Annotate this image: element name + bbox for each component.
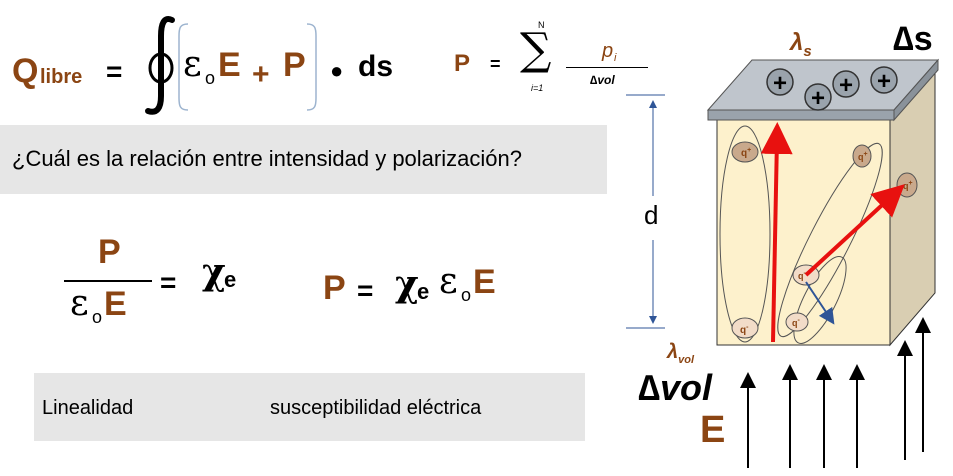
relation-p: P bbox=[323, 269, 346, 307]
sum-formula: P = N ∑ i=1 p i ∆vol bbox=[440, 10, 660, 100]
lambda-vol-label: λvol bbox=[666, 341, 695, 366]
q-minus-lower-middle: q- bbox=[785, 312, 809, 332]
gauss-formula: Q libre = ε o E + P ● ds bbox=[0, 0, 430, 120]
lambda-s-label: λs bbox=[788, 29, 812, 60]
q-plus-top-left: q+ bbox=[731, 141, 759, 163]
ratio-fraction-line bbox=[64, 280, 152, 282]
question-text: ¿Cuál es la relación entre intensidad y … bbox=[12, 146, 522, 171]
gauss-epsilon: ε bbox=[183, 44, 202, 85]
ratio-den-e: E bbox=[104, 285, 127, 323]
sum-fraction-line bbox=[566, 67, 648, 68]
relation-formula: P = χ e ε o E bbox=[315, 255, 535, 315]
delta-s-label: ∆s bbox=[893, 20, 933, 58]
sum-num-sub: i bbox=[614, 52, 617, 64]
gauss-e: E bbox=[218, 46, 241, 84]
svg-text:q-: q- bbox=[740, 324, 749, 336]
relation-eq: = bbox=[357, 275, 374, 306]
svg-text:+: + bbox=[839, 72, 853, 99]
svg-text:q+: q+ bbox=[858, 151, 868, 162]
dipole-arrow-blue bbox=[805, 281, 835, 325]
sum-p: P bbox=[454, 50, 471, 77]
svg-text:+: + bbox=[877, 68, 891, 95]
q-minus-bottom-left: q- bbox=[731, 317, 759, 339]
relation-e: E bbox=[473, 263, 496, 301]
right-bracket-icon bbox=[306, 23, 317, 111]
q-plus-upper-right: q+ bbox=[852, 144, 872, 168]
polarization-arrow-diagonal bbox=[804, 184, 905, 277]
susceptibilidad-label: susceptibilidad eléctrica bbox=[270, 397, 482, 419]
svg-text:q+: q+ bbox=[741, 147, 751, 159]
linealidad-label: Linealidad bbox=[42, 397, 134, 419]
ratio-chi: χ bbox=[202, 251, 226, 293]
dielectric-diagram: d + + + + λs ∆s q+ q- q+ q+ bbox=[626, 20, 940, 468]
relation-epsilon: ε bbox=[439, 261, 458, 302]
ratio-eq: = bbox=[160, 267, 177, 298]
ratio-formula: P ε o E = χ e bbox=[50, 225, 270, 345]
polarization-arrow-vertical bbox=[760, 122, 793, 343]
field-e-label: E bbox=[700, 409, 725, 451]
closed-integral-icon bbox=[145, 16, 175, 115]
labels-band bbox=[34, 373, 585, 441]
gauss-dot: ● bbox=[330, 58, 344, 83]
charge-plate-front bbox=[707, 109, 895, 121]
relation-epsilon-sub: o bbox=[461, 285, 472, 305]
svg-text:q-: q- bbox=[792, 317, 801, 328]
ratio-chi-sub: e bbox=[224, 267, 237, 292]
dipole-ellipse-diagonal-large bbox=[777, 142, 883, 338]
left-bracket-icon bbox=[178, 23, 189, 111]
svg-text:+: + bbox=[811, 85, 825, 112]
sum-sigma: ∑ bbox=[520, 24, 552, 75]
plus-charge-1: + bbox=[766, 68, 794, 97]
relation-chi: χ bbox=[395, 263, 419, 305]
sum-upper: N bbox=[538, 20, 545, 30]
delta-vol-label: ∆vol bbox=[638, 367, 713, 408]
gauss-eq: = bbox=[106, 56, 123, 87]
gauss-epsilon-sub: o bbox=[205, 68, 216, 88]
gauss-plus: + bbox=[252, 58, 270, 91]
d-label: d bbox=[644, 200, 658, 230]
ratio-den-epsilon: ε bbox=[70, 283, 89, 324]
gauss-q-sub: libre bbox=[40, 66, 83, 88]
ratio-num: P bbox=[98, 233, 121, 271]
gauss-q: Q bbox=[12, 52, 39, 90]
sum-num: p bbox=[602, 40, 614, 62]
ratio-den-sub: o bbox=[92, 307, 103, 327]
q-plus-arrow-tip: q+ bbox=[896, 172, 918, 198]
svg-text:q+: q+ bbox=[903, 180, 913, 191]
plus-charge-2: + bbox=[804, 83, 832, 112]
plus-charge-3: + bbox=[832, 70, 860, 99]
plus-charge-4: + bbox=[870, 66, 898, 95]
gauss-p: P bbox=[283, 46, 306, 84]
sum-den: ∆vol bbox=[590, 73, 615, 87]
charge-plate-side bbox=[893, 58, 939, 122]
gauss-ds: ds bbox=[358, 50, 394, 83]
question-band bbox=[0, 125, 607, 194]
relation-chi-sub: e bbox=[417, 279, 430, 304]
svg-text:+: + bbox=[773, 70, 787, 97]
sum-lower: i=1 bbox=[531, 83, 544, 93]
sum-eq: = bbox=[490, 54, 501, 74]
dipole-ellipse-vertical bbox=[719, 125, 771, 343]
